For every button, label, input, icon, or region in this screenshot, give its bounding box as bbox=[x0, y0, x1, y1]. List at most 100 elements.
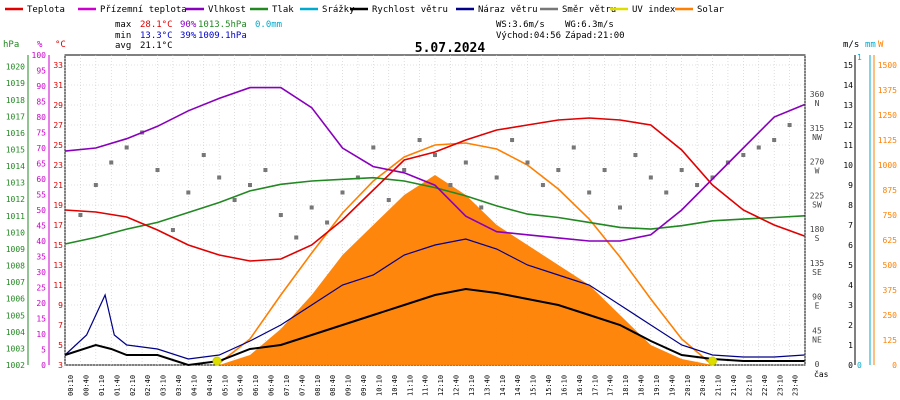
axis-time-tick: 16:40 bbox=[576, 375, 584, 396]
series-pressure bbox=[64, 176, 805, 245]
axis-humidity-tick: 5 bbox=[41, 346, 46, 355]
series-winddir-point bbox=[155, 168, 160, 172]
series-winddir-point bbox=[633, 153, 638, 157]
stat-min-temp: 13.3°C bbox=[140, 31, 173, 41]
axis-time-tick: 13:10 bbox=[468, 375, 476, 396]
axis-time-tick: 22:40 bbox=[761, 375, 769, 396]
axis-time-tick: 06:10 bbox=[252, 375, 260, 396]
axis-humidity-tick: 60 bbox=[36, 175, 46, 184]
axis-humidity-tick: 30 bbox=[36, 268, 46, 277]
series-winddir-point bbox=[294, 235, 299, 240]
axis-time-tick: 02:40 bbox=[144, 375, 152, 396]
axis-time-tick: 04:40 bbox=[206, 375, 214, 396]
axis-solar-tick: 125 bbox=[883, 336, 898, 345]
axis-humidity-tick: 15 bbox=[36, 315, 46, 324]
series-winddir-point bbox=[494, 175, 499, 180]
legend-label-wind_dir: Směr větru bbox=[562, 5, 616, 15]
axis-time-tick: 14:10 bbox=[499, 375, 507, 396]
series-winddir-point bbox=[278, 213, 283, 217]
axis-wind-unit: m/s bbox=[843, 40, 859, 50]
series-winddir-point bbox=[402, 168, 407, 172]
axis-time-tick: 08:40 bbox=[329, 375, 337, 396]
stat-max-label: max bbox=[115, 20, 132, 30]
axis-time-tick: 09:40 bbox=[360, 375, 368, 396]
series-winddir-point bbox=[109, 160, 114, 165]
axis-humidity-tick: 25 bbox=[36, 284, 46, 293]
series-winddir-point bbox=[124, 145, 129, 150]
axis-solar-tick: 1500 bbox=[878, 61, 897, 70]
axis-time-tick: 17:40 bbox=[607, 375, 615, 396]
axis-humidity-tick: 80 bbox=[36, 113, 46, 122]
legend-label-temperature: Teplota bbox=[27, 5, 65, 15]
axis-pressure-tick: 1012 bbox=[6, 195, 25, 204]
axis-time-tick: 22:10 bbox=[745, 375, 753, 396]
axis-time-tick: 15:10 bbox=[530, 375, 538, 396]
axis-temperature-unit: °C bbox=[55, 40, 66, 50]
axis-humidity-tick: 75 bbox=[36, 129, 46, 138]
axis-pressure-tick: 1011 bbox=[6, 212, 25, 221]
sun-marker bbox=[708, 356, 717, 366]
axis-time-tick: 19:40 bbox=[668, 375, 676, 396]
axis-humidity-tick: 85 bbox=[36, 98, 46, 107]
legend-label-feels_like: Přízemní teplota bbox=[100, 5, 187, 15]
axis-pressure-tick: 1015 bbox=[6, 145, 25, 154]
axis-temperature-tick: 7 bbox=[58, 321, 63, 330]
series-winddir-point bbox=[679, 168, 684, 172]
series-winddir-point bbox=[170, 228, 175, 232]
series-winddir-point bbox=[772, 138, 777, 142]
series-winddir-point bbox=[695, 183, 700, 187]
series-winddir-point bbox=[355, 175, 360, 180]
axis-time-tick: 10:10 bbox=[375, 375, 383, 396]
axis-temperature-tick: 11 bbox=[53, 281, 63, 290]
axis-time-tick: 20:10 bbox=[684, 375, 692, 396]
series-winddir-point bbox=[448, 183, 453, 187]
axis-solar-tick: 1375 bbox=[878, 86, 897, 95]
axis-humidity-tick: 55 bbox=[36, 191, 46, 200]
axis-time-tick: 12:40 bbox=[453, 375, 461, 396]
axis-winddir-tick: 225 bbox=[810, 191, 825, 200]
axis-wind-tick: 4 bbox=[848, 281, 853, 290]
series-winddir-point bbox=[309, 205, 314, 210]
series-wind-gust bbox=[64, 238, 805, 360]
axis-pressure-tick: 1018 bbox=[6, 96, 25, 105]
stat-avg-temp: 21.1°C bbox=[140, 41, 173, 51]
series-winddir-point bbox=[587, 190, 592, 195]
axis-winddir-compass: N bbox=[815, 99, 820, 108]
axis-wind-tick: 11 bbox=[843, 141, 853, 150]
series-winddir-point bbox=[510, 138, 515, 142]
axis-time-tick: 03:10 bbox=[160, 375, 168, 396]
axis-winddir-tick: 0 bbox=[815, 360, 820, 369]
series-winddir-point bbox=[386, 198, 391, 202]
axis-time-tick: 05:10 bbox=[221, 375, 229, 396]
axis-humidity-tick: 40 bbox=[36, 237, 46, 246]
legend-label-solar: Solar bbox=[697, 5, 725, 15]
series-winddir-point bbox=[648, 175, 653, 180]
axis-rain-tick: 0 bbox=[857, 361, 862, 370]
axis-humidity-tick: 20 bbox=[36, 299, 46, 308]
axis-time-tick: 02:10 bbox=[129, 375, 137, 396]
axis-time-tick: 18:10 bbox=[622, 375, 630, 396]
axis-humidity-tick: 90 bbox=[36, 82, 46, 91]
series-temperature bbox=[64, 117, 805, 262]
axis-time-tick: 15:40 bbox=[545, 375, 553, 396]
axis-wind-tick: 10 bbox=[843, 161, 853, 170]
axis-wind-tick: 5 bbox=[848, 261, 853, 270]
series-winddir-point bbox=[232, 198, 237, 202]
axis-rain-tick: 1 bbox=[857, 53, 862, 62]
axis-winddir-tick: 270 bbox=[810, 158, 825, 167]
axis-winddir-compass: SW bbox=[812, 200, 822, 209]
axis-pressure-tick: 1008 bbox=[6, 262, 25, 271]
axis-temperature-tick: 19 bbox=[53, 201, 63, 210]
axis-temperature-tick: 29 bbox=[53, 101, 63, 110]
axis-solar-unit: W bbox=[878, 40, 884, 50]
axis-humidity-tick: 45 bbox=[36, 222, 46, 231]
axis-time-tick: 03:40 bbox=[175, 375, 183, 396]
axis-temperature-tick: 15 bbox=[53, 241, 63, 250]
axis-time-tick: 11:10 bbox=[406, 375, 414, 396]
axis-time-tick: 07:40 bbox=[298, 375, 306, 396]
axis-humidity-tick: 70 bbox=[36, 144, 46, 153]
series-winddir-point bbox=[602, 168, 607, 172]
series-winddir-point bbox=[741, 153, 746, 157]
axis-solar-tick: 1125 bbox=[878, 136, 897, 145]
